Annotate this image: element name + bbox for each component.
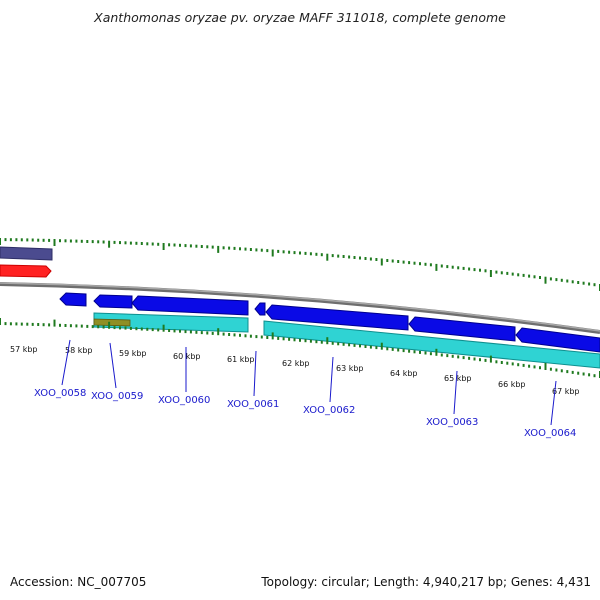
kbp-label: 61 kbp	[227, 355, 255, 364]
kbp-label: 66 kbp	[498, 380, 526, 389]
cds-feature[interactable]	[265, 304, 409, 331]
cds-feature[interactable]	[131, 295, 249, 316]
cds-feature[interactable]	[515, 327, 600, 353]
accession-text: Accession: NC_007705	[10, 575, 147, 589]
gene-label-xoo-0061[interactable]: XOO_0061	[227, 399, 279, 410]
kbp-label: 59 kbp	[119, 349, 147, 358]
rna-feature-right[interactable]	[263, 320, 600, 369]
gene-label-xoo-0062[interactable]: XOO_0062	[303, 405, 355, 416]
kbp-label: 63 kbp	[336, 364, 364, 373]
cds-track	[59, 292, 600, 353]
gene-labels: XOO_0058 XOO_0059 XOO_0060 XOO_0061 XOO_…	[34, 388, 576, 439]
gene-label-xoo-0059[interactable]: XOO_0059	[91, 391, 143, 402]
gene-label-xoo-0058[interactable]: XOO_0058	[34, 388, 86, 399]
gene-label-xoo-0060[interactable]: XOO_0060	[158, 395, 210, 406]
kbp-label: 65 kbp	[444, 374, 472, 383]
genome-title: Xanthomonas oryzae pv. oryzae MAFF 31101…	[94, 10, 506, 25]
kbp-label: 58 kbp	[65, 346, 93, 355]
outer-tick-ring	[0, 238, 600, 291]
gene-label-xoo-0063[interactable]: XOO_0063	[426, 417, 478, 428]
kbp-label: 57 kbp	[10, 345, 38, 354]
genome-backbone-highlight	[0, 282, 600, 332]
gene-label-xoo-0064[interactable]: XOO_0064	[524, 428, 576, 439]
other-feature[interactable]	[93, 318, 131, 327]
kbp-label: 60 kbp	[173, 352, 201, 361]
kbp-label: 64 kbp	[390, 369, 418, 378]
red-feature[interactable]	[0, 264, 52, 278]
outer-gene-feature[interactable]	[0, 246, 53, 261]
cds-feature[interactable]	[93, 294, 133, 309]
kbp-label: 62 kbp	[282, 359, 310, 368]
cds-feature[interactable]	[59, 292, 87, 307]
genome-backbone	[0, 282, 600, 334]
inner-tick-ring	[0, 318, 600, 378]
gene-leader-lines	[61, 339, 557, 426]
kbp-label: 67 kbp	[552, 387, 580, 396]
genome-summary-text: Topology: circular; Length: 4,940,217 bp…	[261, 575, 591, 589]
cds-feature[interactable]	[254, 302, 266, 316]
cds-feature[interactable]	[408, 316, 516, 342]
kbp-ruler: 57 kbp 58 kbp 59 kbp 60 kbp 61 kbp 62 kb…	[10, 345, 580, 396]
